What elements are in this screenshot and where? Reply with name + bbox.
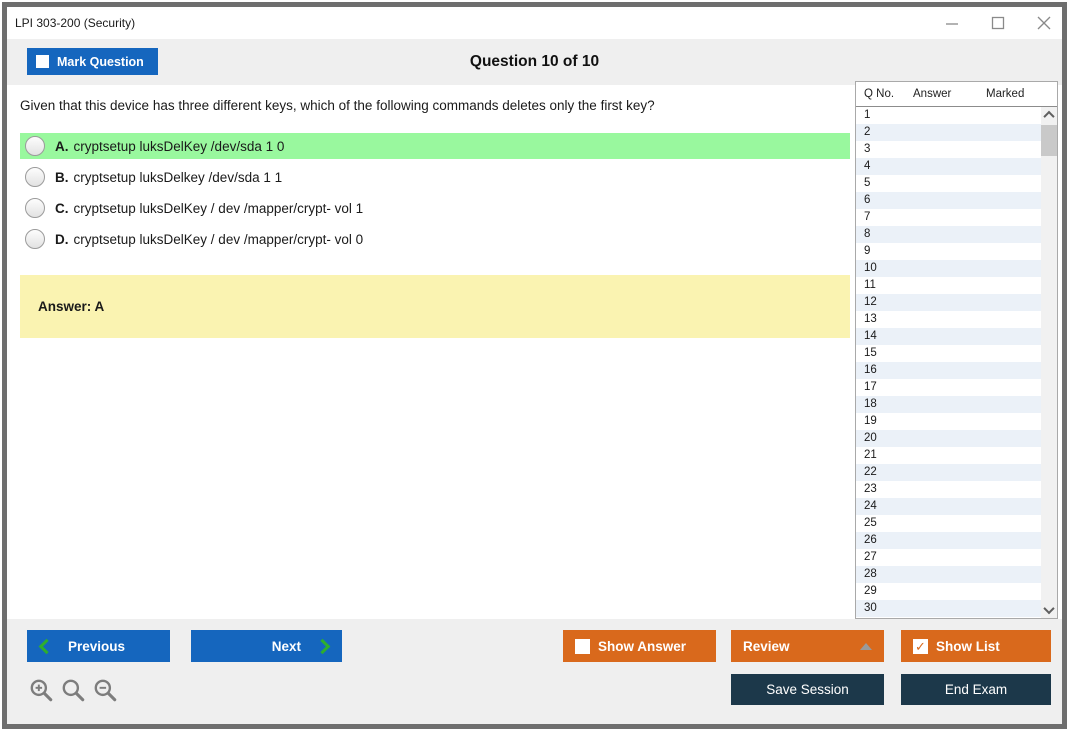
- question-counter: Question 10 of 10: [469, 53, 600, 70]
- qlist-row[interactable]: 24: [856, 498, 1041, 515]
- next-label: Next: [271, 638, 301, 654]
- option-d-radio[interactable]: [25, 229, 45, 249]
- qlist-row[interactable]: 22: [856, 464, 1041, 481]
- window-title: LPI 303-200 (Security): [15, 16, 136, 30]
- option-text: cryptsetup luksDelkey /dev/sda 1 1: [73, 169, 283, 185]
- answer-box: Answer: A: [20, 275, 850, 338]
- column-answer: Answer: [913, 88, 952, 100]
- mark-question-button[interactable]: Mark Question: [27, 48, 158, 75]
- qlist-row[interactable]: 18: [856, 396, 1041, 413]
- option-b-radio[interactable]: [25, 167, 45, 187]
- qlist-row[interactable]: 11: [856, 277, 1041, 294]
- qlist-row[interactable]: 17: [856, 379, 1041, 396]
- footer: Previous Next Show Answer Review Show Li…: [7, 619, 1062, 724]
- chevron-left-icon: [38, 638, 55, 654]
- option-d[interactable]: D. cryptsetup luksDelKey / dev /mapper/c…: [20, 226, 850, 252]
- zoom-out-icon[interactable]: [92, 677, 118, 703]
- question-area: Given that this device has three differe…: [7, 85, 855, 619]
- option-letter: D.: [55, 231, 69, 247]
- qlist-row[interactable]: 10: [856, 260, 1041, 277]
- option-text: cryptsetup luksDelKey /dev/sda 1 0: [73, 138, 285, 154]
- next-button[interactable]: Next: [191, 630, 342, 662]
- review-label: Review: [743, 638, 790, 654]
- qlist-rows: 1 2 3 4 5 6 7 8 9 10 11 12 13 14 15 16 17 18 19 20 21 22 23 24 2…: [856, 107, 1041, 618]
- qlist-row[interactable]: 7: [856, 209, 1041, 226]
- qlist-row[interactable]: 6: [856, 192, 1041, 209]
- titlebar: LPI 303-200 (Security): [7, 7, 1062, 39]
- chevron-right-icon: [314, 638, 331, 654]
- close-icon[interactable]: [1036, 15, 1052, 31]
- qlist-row[interactable]: 2: [856, 124, 1041, 141]
- show-list-label: Show List: [936, 638, 1000, 654]
- header-band: Mark Question Question 10 of 10: [7, 39, 1062, 85]
- question-list-panel: Q No. Answer Marked 1 2 3 4 5 6 7 8 9 10 11 12 13 14 1…: [855, 81, 1058, 619]
- column-qno: Q No.: [864, 88, 895, 100]
- option-b[interactable]: B. cryptsetup luksDelkey /dev/sda 1 1: [20, 164, 850, 190]
- option-text: cryptsetup luksDelKey / dev /mapper/cryp…: [73, 231, 364, 247]
- option-letter: A.: [55, 138, 69, 154]
- qlist-row[interactable]: 28: [856, 566, 1041, 583]
- qlist-row[interactable]: 29: [856, 583, 1041, 600]
- qlist-row[interactable]: 23: [856, 481, 1041, 498]
- options-list: A. cryptsetup luksDelKey /dev/sda 1 0 B.…: [7, 133, 855, 252]
- scroll-down-icon[interactable]: [1041, 602, 1057, 618]
- question-text: Given that this device has three differe…: [20, 98, 655, 113]
- qlist-row[interactable]: 8: [856, 226, 1041, 243]
- qlist-row[interactable]: 20: [856, 430, 1041, 447]
- maximize-icon[interactable]: [990, 15, 1006, 31]
- option-c-radio[interactable]: [25, 198, 45, 218]
- minimize-icon[interactable]: [944, 15, 960, 31]
- qlist-row[interactable]: 3: [856, 141, 1041, 158]
- qlist-row[interactable]: 27: [856, 549, 1041, 566]
- scroll-up-icon[interactable]: [1041, 107, 1057, 123]
- mark-question-checkbox[interactable]: [36, 55, 49, 68]
- qlist-row[interactable]: 13: [856, 311, 1041, 328]
- qlist-row[interactable]: 5: [856, 175, 1041, 192]
- qlist-row[interactable]: 21: [856, 447, 1041, 464]
- qlist-row[interactable]: 15: [856, 345, 1041, 362]
- zoom-toolbar: [28, 677, 118, 703]
- show-answer-checkbox[interactable]: [575, 638, 590, 654]
- save-session-button[interactable]: Save Session: [731, 674, 884, 705]
- column-marked: Marked: [986, 88, 1025, 100]
- zoom-in-icon[interactable]: [28, 677, 54, 703]
- option-text: cryptsetup luksDelKey / dev /mapper/cryp…: [73, 200, 364, 216]
- save-session-label: Save Session: [766, 682, 849, 697]
- show-answer-label: Show Answer: [598, 638, 687, 654]
- qlist-row[interactable]: 12: [856, 294, 1041, 311]
- option-letter: B.: [55, 169, 69, 185]
- qlist-row[interactable]: 25: [856, 515, 1041, 532]
- option-a-radio[interactable]: [25, 136, 45, 156]
- qlist-scrollbar[interactable]: [1041, 107, 1057, 618]
- end-exam-label: End Exam: [944, 682, 1008, 697]
- qlist-row[interactable]: 19: [856, 413, 1041, 430]
- qlist-row[interactable]: 1: [856, 107, 1041, 124]
- question-list-header: Q No. Answer Marked: [856, 82, 1057, 107]
- show-list-button[interactable]: Show List: [901, 630, 1051, 662]
- triangle-up-icon: [860, 642, 872, 650]
- scrollbar-thumb[interactable]: [1041, 125, 1057, 156]
- show-list-checkbox[interactable]: [913, 638, 928, 654]
- zoom-reset-icon[interactable]: [60, 677, 86, 703]
- previous-button[interactable]: Previous: [27, 630, 170, 662]
- previous-label: Previous: [68, 638, 126, 654]
- window-controls: [944, 7, 1052, 39]
- review-button[interactable]: Review: [731, 630, 884, 662]
- end-exam-button[interactable]: End Exam: [901, 674, 1051, 705]
- qlist-row[interactable]: 4: [856, 158, 1041, 175]
- app-window: LPI 303-200 (Security) Mark Question Que…: [2, 2, 1067, 729]
- option-a[interactable]: A. cryptsetup luksDelKey /dev/sda 1 0: [20, 133, 850, 159]
- qlist-row[interactable]: 14: [856, 328, 1041, 345]
- option-c[interactable]: C. cryptsetup luksDelKey / dev /mapper/c…: [20, 195, 850, 221]
- option-letter: C.: [55, 200, 69, 216]
- qlist-row[interactable]: 30: [856, 600, 1041, 617]
- qlist-row[interactable]: 9: [856, 243, 1041, 260]
- content: Given that this device has three differe…: [7, 81, 1062, 619]
- qlist-row[interactable]: 26: [856, 532, 1041, 549]
- show-answer-button[interactable]: Show Answer: [563, 630, 716, 662]
- qlist-row[interactable]: 16: [856, 362, 1041, 379]
- mark-question-label: Mark Question: [57, 54, 144, 69]
